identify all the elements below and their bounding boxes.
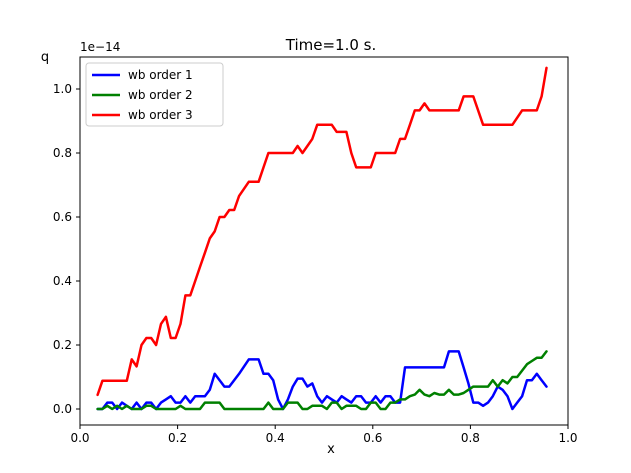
plot-frame [79, 56, 569, 426]
x-tick-label: 0.8 [461, 431, 480, 445]
y-tick-label: 0.8 [53, 146, 72, 160]
chart-title: Time=1.0 s. [285, 36, 376, 54]
legend-label: wb order 3 [128, 108, 193, 122]
y-ticks: 0.0 0.2 0.4 0.6 0.8 1.0 [53, 82, 80, 416]
series-line-1 [96, 350, 548, 411]
x-tick-label: 0.0 [70, 431, 89, 445]
legend-label: wb order 1 [128, 68, 193, 82]
y-tick-label: 0.0 [53, 402, 72, 416]
legend: wb order 1 wb order 2 wb order 3 [85, 62, 224, 127]
x-axis-label: x [327, 442, 335, 457]
legend-box [85, 62, 224, 127]
legend-label: wb order 2 [128, 88, 193, 102]
y-tick-label: 1.0 [53, 82, 72, 96]
x-tick-label: 0.6 [363, 431, 382, 445]
y-tick-label: 0.4 [53, 274, 72, 288]
series-line-3 [96, 66, 548, 397]
x-tick-label: 0.4 [266, 431, 285, 445]
x-tick-label: 0.2 [168, 431, 187, 445]
y-tick-label: 0.2 [53, 338, 72, 352]
series-layer [96, 66, 548, 411]
y-offset-label: 1e−14 [80, 40, 120, 54]
series-line-2 [96, 350, 548, 411]
y-axis-label: q [41, 50, 49, 65]
y-tick-label: 0.6 [53, 210, 72, 224]
x-tick-label: 1.0 [558, 431, 577, 445]
x-ticks: 0.0 0.2 0.4 0.6 0.8 1.0 [70, 425, 578, 445]
